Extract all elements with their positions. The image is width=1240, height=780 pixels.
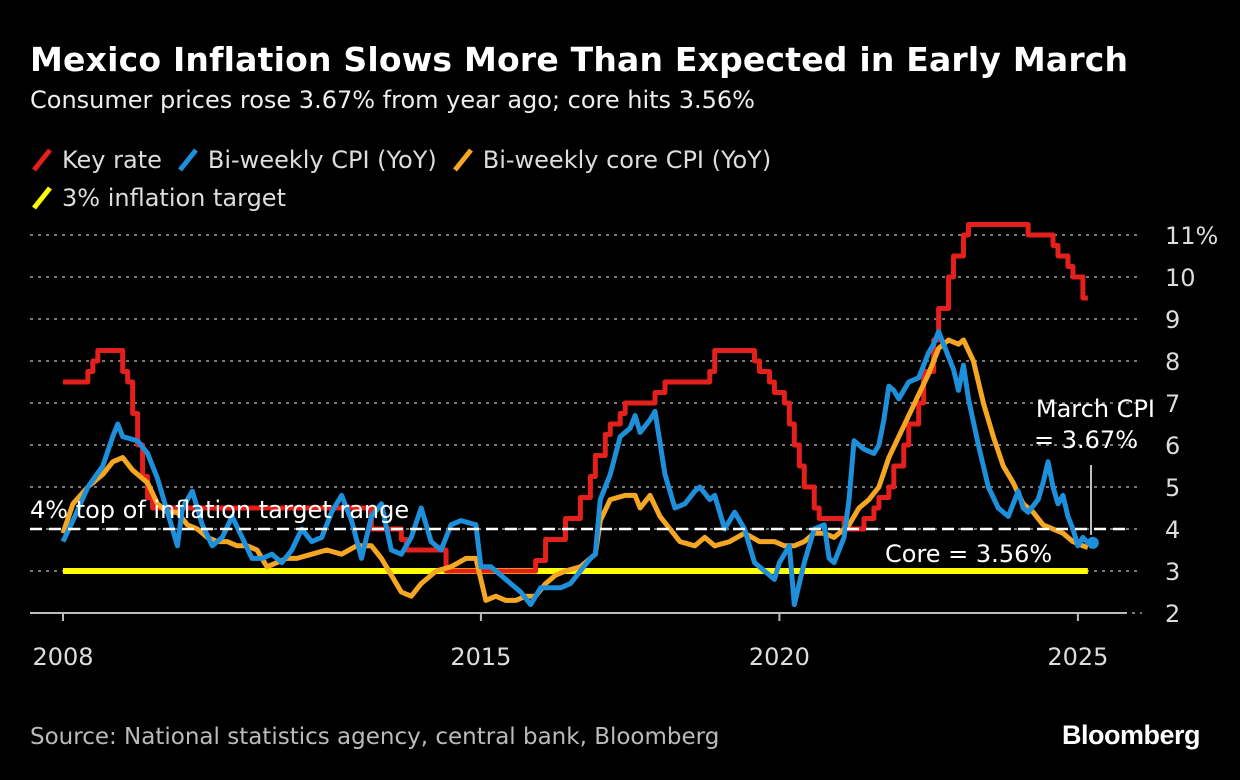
- series-line-key-rate: [63, 222, 1088, 574]
- core-annotation: Core = 3.56%: [885, 540, 1052, 568]
- legend-swatch: [452, 148, 473, 172]
- source-note: Source: National statistics agency, cent…: [30, 724, 720, 750]
- x-tick-label: 2008: [32, 643, 93, 671]
- y-tick-label: 11%: [1165, 222, 1218, 250]
- y-tick-label: 6: [1165, 432, 1180, 460]
- x-tick-label: 2025: [1047, 643, 1108, 671]
- bloomberg-logo: Bloomberg: [1061, 720, 1201, 750]
- x-tick-label: 2015: [450, 643, 511, 671]
- latest-cpi-marker: [1086, 536, 1099, 549]
- march-cpi-annotation: March CPI: [1036, 395, 1155, 423]
- legend-label: Bi-weekly core CPI (YoY): [482, 146, 772, 174]
- legend-swatch: [177, 148, 198, 172]
- legend-swatch: [32, 148, 52, 172]
- y-tick-label: 5: [1165, 474, 1180, 502]
- y-tick-label: 9: [1165, 306, 1180, 334]
- chart-subtitle: Consumer prices rose 3.67% from year ago…: [30, 86, 755, 114]
- legend-label: Bi-weekly CPI (YoY): [207, 146, 437, 174]
- target-range-label: 4% top of inflation target range: [30, 496, 409, 524]
- y-tick-label: 3: [1165, 558, 1180, 586]
- legend-label: Key rate: [62, 146, 162, 174]
- y-tick-label: 10: [1165, 264, 1196, 292]
- y-tick-label: 8: [1165, 348, 1180, 376]
- legend-label: 3% inflation target: [62, 184, 286, 212]
- y-tick-label: 2: [1165, 600, 1180, 628]
- legend-item: Key rate: [30, 142, 162, 178]
- y-tick-label: 4: [1165, 516, 1180, 544]
- legend-item: Bi-weekly core CPI (YoY): [451, 142, 771, 178]
- y-tick-label: 7: [1165, 390, 1180, 418]
- legend-item: Bi-weekly CPI (YoY): [176, 142, 437, 178]
- march-cpi-value: = 3.67%: [1034, 426, 1138, 454]
- legend-swatch: [32, 186, 52, 210]
- series-line-bi-weekly-cpi-yoy: [60, 329, 1090, 608]
- chart-title: Mexico Inflation Slows More Than Expecte…: [30, 40, 1129, 79]
- x-tick-label: 2020: [749, 643, 810, 671]
- legend-item: 3% inflation target: [30, 180, 286, 216]
- legend: Key rate Bi-weekly CPI (YoY) Bi-weekly cor…: [30, 142, 1030, 218]
